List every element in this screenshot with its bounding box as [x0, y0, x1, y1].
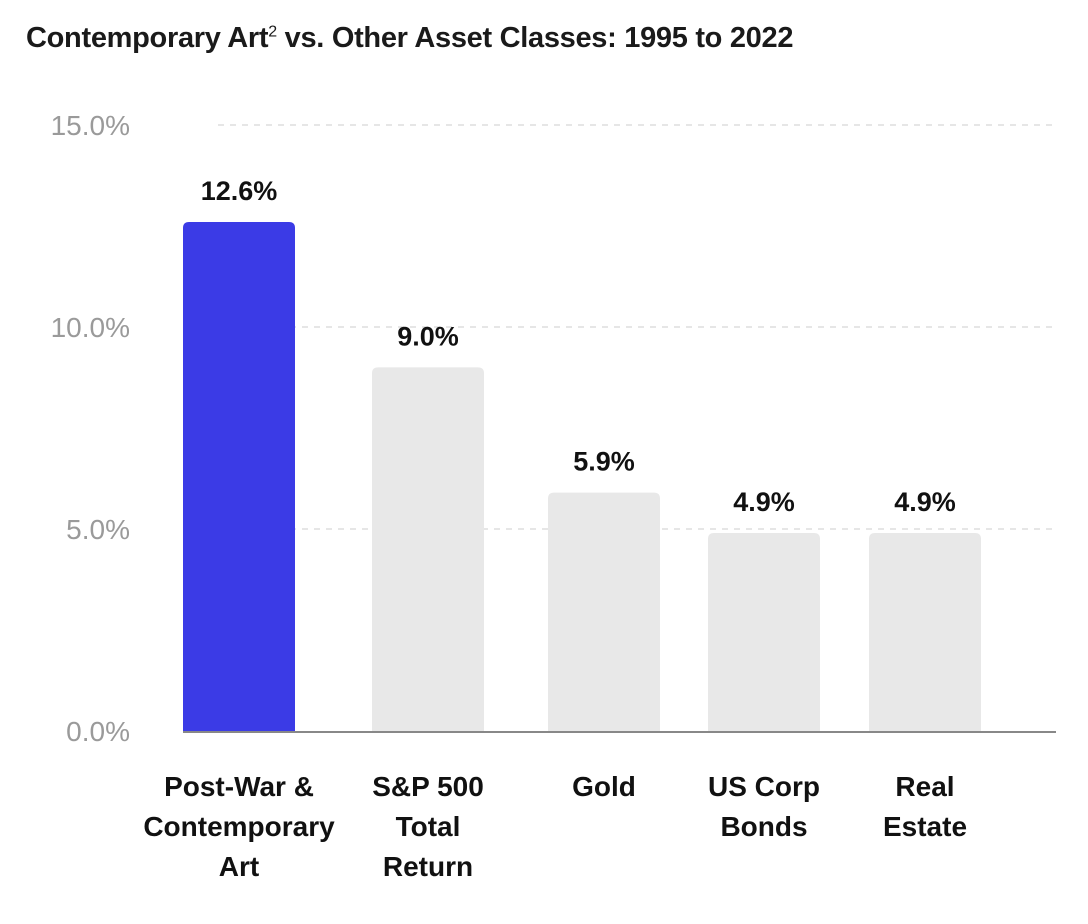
x-category-label: Post-War &: [164, 771, 314, 802]
y-tick-label: 10.0%: [51, 312, 130, 343]
bar: [708, 533, 820, 731]
bar-value-label: 4.9%: [733, 487, 795, 517]
y-tick-label: 5.0%: [66, 514, 130, 545]
x-category-label: Gold: [572, 771, 636, 802]
y-tick-label: 15.0%: [51, 110, 130, 141]
chart-title-main: Contemporary Art: [26, 22, 269, 54]
x-category-label: Return: [383, 851, 473, 882]
bar: [869, 533, 981, 731]
bar: [548, 492, 660, 731]
x-category-label: Contemporary: [143, 811, 335, 842]
x-category-label: Art: [219, 851, 259, 882]
bar-value-label: 5.9%: [573, 447, 635, 477]
bar-value-label: 4.9%: [894, 487, 956, 517]
chart-title-rest: vs. Other Asset Classes: 1995 to 2022: [276, 22, 794, 54]
chart-title-superscript: 2: [268, 23, 277, 41]
bar-value-label: 9.0%: [397, 321, 459, 351]
bar: [372, 367, 484, 731]
x-category-label: US Corp: [708, 771, 820, 802]
chart-title: Contemporary Art2 vs. Other Asset Classe…: [26, 22, 793, 55]
bar: [183, 221, 295, 731]
x-category-label: Bonds: [720, 811, 807, 842]
x-category-label: Real: [895, 771, 954, 802]
y-tick-label: 0.0%: [66, 716, 130, 747]
x-category-label: Total: [396, 811, 461, 842]
x-category-label: S&P 500: [372, 771, 484, 802]
x-category-label: Estate: [883, 811, 967, 842]
bar-value-label: 12.6%: [201, 176, 278, 206]
